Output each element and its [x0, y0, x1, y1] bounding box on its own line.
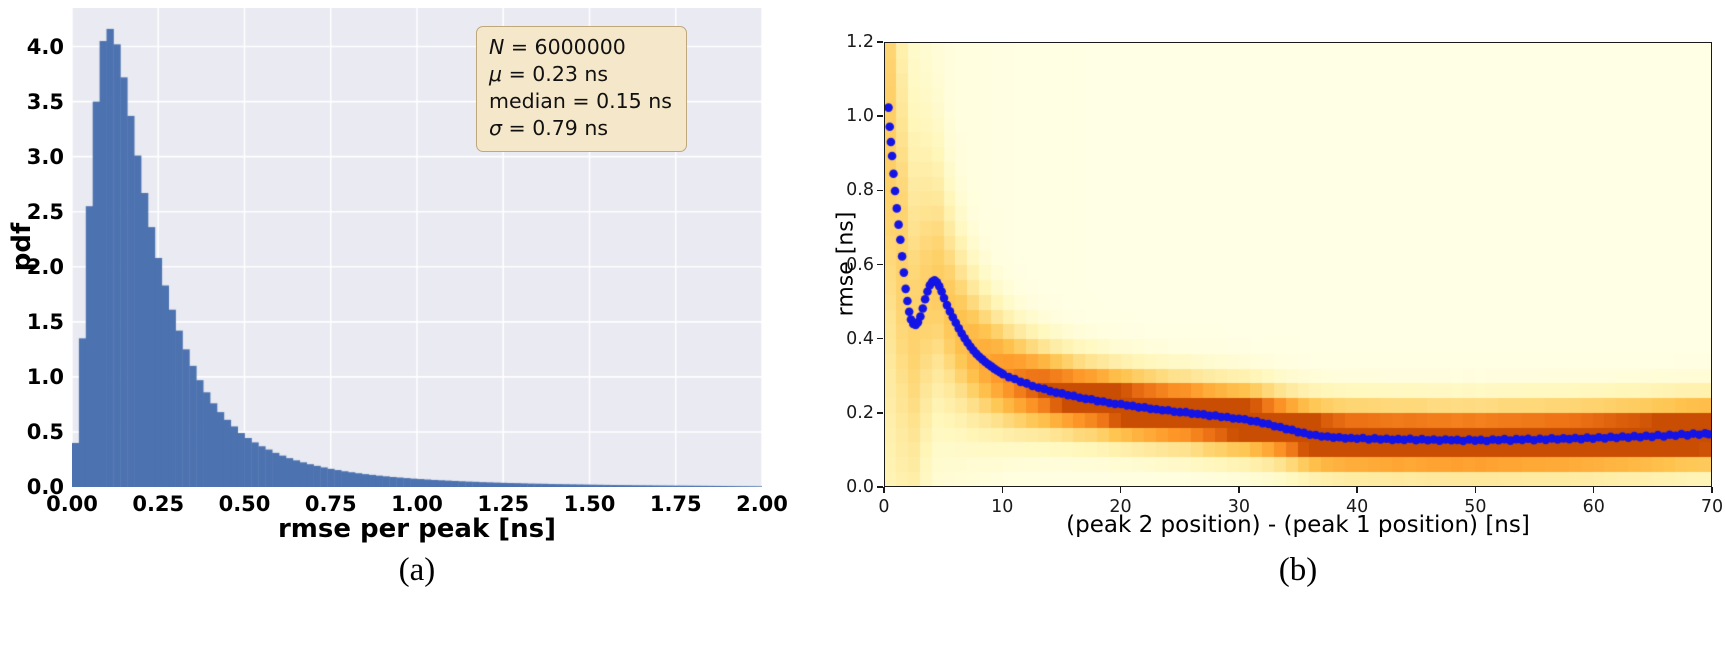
tick-label: 1.0	[26, 364, 64, 389]
tick-label: 0.2	[846, 402, 874, 423]
tick-label: 0.0	[846, 477, 874, 497]
tick-label: 0.4	[846, 328, 874, 349]
tick-label: 0.75	[304, 492, 357, 516]
panel-a-xlabel: rmse per peak [ns]	[277, 514, 557, 544]
tick-label: 0.8	[846, 180, 874, 201]
tick-mark	[877, 337, 883, 340]
stats-line: σ = 0.79 ns	[489, 116, 609, 141]
panel-a-ylabel: pdf	[7, 222, 37, 272]
tick-label: 0.5	[26, 419, 64, 444]
tick-label: 0.0	[26, 475, 64, 499]
panel-b-ylabel: rmse [ns]	[833, 211, 859, 317]
panel-a-axes: N = 6000000 μ = 0.23 ns median = 0.15 ns σ …	[72, 8, 762, 487]
tick-mark	[1592, 487, 1595, 493]
tick-mark	[1119, 487, 1122, 493]
tick-label: 2.5	[26, 199, 64, 224]
tick-label: 1.50	[563, 492, 616, 516]
tick-mark	[1711, 487, 1713, 493]
tick-label: 3.0	[26, 144, 64, 169]
tick-mark	[877, 263, 883, 266]
tick-label: 2.00	[736, 492, 788, 516]
stats-box: N = 6000000 μ = 0.23 ns median = 0.15 ns σ …	[476, 26, 687, 153]
tick-mark	[1356, 487, 1358, 493]
caption-b: (b)	[1278, 552, 1318, 588]
tick-label: 4.0	[26, 34, 64, 59]
stats-line: median = 0.15 ns	[489, 89, 672, 114]
tick-mark	[877, 412, 883, 414]
tick-label: 1.0	[846, 106, 874, 127]
tick-mark	[877, 189, 883, 192]
tick-mark	[883, 487, 885, 493]
stats-line: N = 6000000	[489, 35, 626, 59]
tick-label: 1.00	[391, 492, 443, 516]
panel-b-axes	[884, 42, 1712, 487]
heatmap-scatter-canvas	[885, 43, 1711, 486]
tick-mark	[877, 486, 883, 488]
tick-mark	[877, 115, 883, 117]
tick-mark	[1001, 487, 1004, 493]
tick-label: 1.5	[26, 309, 64, 334]
tick-mark	[1474, 487, 1477, 493]
tick-label: 1.25	[477, 492, 530, 516]
tick-label: 0.00	[46, 492, 98, 516]
panel-b-xlabel: (peak 2 position) - (peak 1 position) [n…	[1066, 512, 1530, 538]
tick-mark	[1238, 487, 1240, 493]
tick-label: 3.5	[26, 89, 64, 114]
tick-label: 0.25	[132, 492, 185, 516]
stats-line: μ = 0.23 ns	[489, 62, 609, 87]
tick-mark	[877, 41, 883, 43]
tick-label: 0.50	[218, 492, 271, 516]
tick-label: 1.75	[649, 492, 702, 516]
caption-a: (a)	[398, 552, 436, 588]
tick-label: 1.2	[846, 32, 874, 52]
